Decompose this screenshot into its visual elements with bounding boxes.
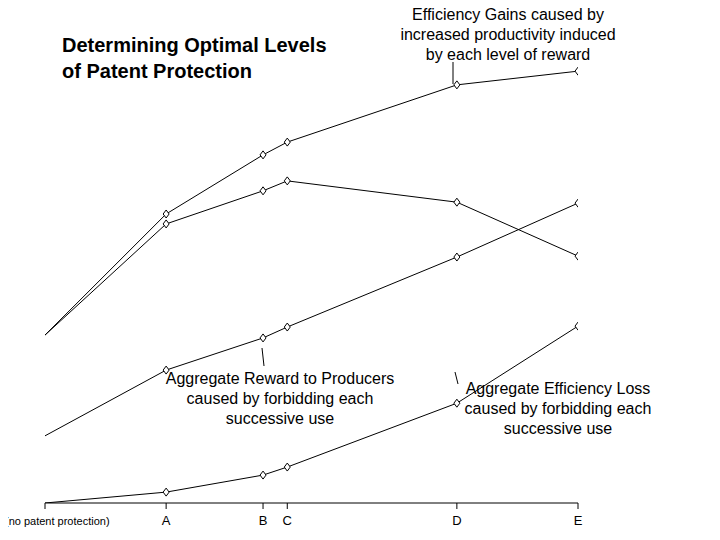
svg-text:C: C — [283, 513, 292, 528]
svg-text:caused by forbidding each: caused by forbidding each — [465, 400, 652, 417]
svg-text:D: D — [452, 513, 461, 528]
svg-text:Efficiency Gains caused by: Efficiency Gains caused by — [412, 8, 604, 23]
svg-text:of Patent Protection: of Patent Protection — [62, 60, 252, 82]
svg-text:increased productivity induced: increased productivity induced — [400, 26, 615, 43]
svg-text:successive use: successive use — [504, 420, 613, 437]
svg-text:(no patent protection): (no patent protection) — [8, 515, 110, 527]
svg-text:A: A — [162, 513, 171, 528]
svg-text:caused by forbidding each: caused by forbidding each — [187, 390, 374, 407]
svg-text:successive use: successive use — [226, 410, 335, 427]
svg-text:by each level of reward: by each level of reward — [426, 46, 591, 63]
svg-text:Aggregate Efficiency Loss: Aggregate Efficiency Loss — [466, 380, 651, 397]
svg-text:E: E — [574, 513, 583, 528]
svg-text:B: B — [259, 513, 268, 528]
svg-text:Aggregate Reward to Producers: Aggregate Reward to Producers — [166, 370, 395, 387]
svg-text:Determining Optimal Levels: Determining Optimal Levels — [62, 34, 327, 56]
